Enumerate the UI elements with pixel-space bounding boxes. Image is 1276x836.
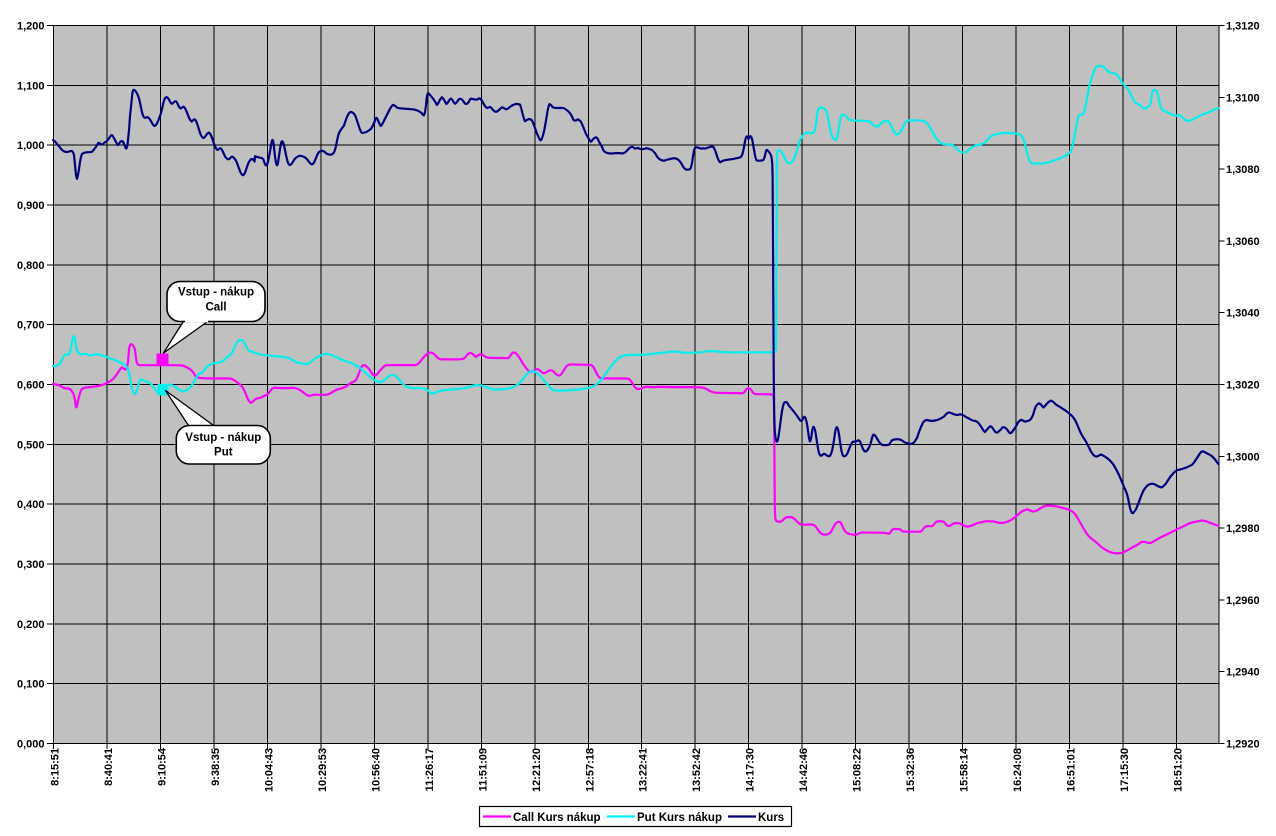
svg-text:12:57:18: 12:57:18 bbox=[584, 748, 596, 792]
svg-text:16:51:01: 16:51:01 bbox=[1066, 748, 1078, 792]
svg-text:10:56:40: 10:56:40 bbox=[370, 748, 382, 792]
svg-text:13:22:41: 13:22:41 bbox=[638, 748, 650, 792]
svg-text:11:51:09: 11:51:09 bbox=[477, 748, 489, 791]
svg-text:Kurs: Kurs bbox=[758, 812, 784, 824]
svg-text:13:52:42: 13:52:42 bbox=[691, 748, 703, 792]
svg-text:8:15:51: 8:15:51 bbox=[50, 748, 62, 786]
svg-text:18:51:20: 18:51:20 bbox=[1173, 748, 1185, 792]
svg-text:1,3080: 1,3080 bbox=[1226, 164, 1260, 176]
svg-text:9:38:35: 9:38:35 bbox=[210, 748, 222, 786]
svg-text:14:17:30: 14:17:30 bbox=[745, 748, 757, 792]
svg-text:1,3060: 1,3060 bbox=[1226, 236, 1260, 248]
svg-text:0,500: 0,500 bbox=[17, 439, 45, 451]
svg-text:0,000: 0,000 bbox=[17, 739, 45, 751]
svg-text:1,000: 1,000 bbox=[17, 140, 45, 152]
svg-text:Put Kurs nákup: Put Kurs nákup bbox=[637, 812, 722, 824]
svg-text:0,600: 0,600 bbox=[17, 380, 45, 392]
svg-text:15:08:22: 15:08:22 bbox=[852, 748, 864, 792]
svg-text:0,700: 0,700 bbox=[17, 320, 45, 332]
svg-text:0,800: 0,800 bbox=[17, 260, 45, 272]
svg-text:11:26:17: 11:26:17 bbox=[424, 748, 436, 791]
svg-text:Call Kurs nákup: Call Kurs nákup bbox=[513, 812, 601, 824]
svg-text:1,200: 1,200 bbox=[17, 21, 45, 33]
svg-text:1,3020: 1,3020 bbox=[1226, 380, 1260, 392]
svg-text:0,900: 0,900 bbox=[17, 200, 45, 212]
svg-text:0,100: 0,100 bbox=[17, 679, 45, 691]
svg-text:Put: Put bbox=[214, 447, 233, 459]
svg-text:1,100: 1,100 bbox=[17, 80, 45, 92]
svg-text:10:29:53: 10:29:53 bbox=[317, 748, 329, 792]
svg-text:15:58:14: 15:58:14 bbox=[959, 747, 971, 792]
svg-text:1,2920: 1,2920 bbox=[1226, 739, 1260, 751]
svg-text:15:32:36: 15:32:36 bbox=[905, 748, 917, 792]
svg-text:1,3120: 1,3120 bbox=[1226, 21, 1260, 33]
svg-text:Vstup - nákup: Vstup - nákup bbox=[185, 432, 261, 444]
svg-text:1,2960: 1,2960 bbox=[1226, 595, 1260, 607]
svg-text:0,400: 0,400 bbox=[17, 499, 45, 511]
svg-text:12:21:20: 12:21:20 bbox=[531, 748, 543, 792]
svg-text:1,2980: 1,2980 bbox=[1226, 523, 1260, 535]
svg-text:17:15:30: 17:15:30 bbox=[1119, 748, 1131, 792]
svg-text:10:04:43: 10:04:43 bbox=[263, 748, 275, 792]
svg-text:8:40:41: 8:40:41 bbox=[103, 748, 115, 786]
svg-text:0,200: 0,200 bbox=[17, 619, 45, 631]
svg-text:Call: Call bbox=[205, 302, 226, 314]
svg-text:1,3040: 1,3040 bbox=[1226, 308, 1260, 320]
svg-text:1,3100: 1,3100 bbox=[1226, 92, 1260, 104]
svg-text:9:10:54: 9:10:54 bbox=[157, 747, 169, 786]
svg-text:16:24:08: 16:24:08 bbox=[1012, 748, 1024, 792]
svg-text:1,3000: 1,3000 bbox=[1226, 451, 1260, 463]
svg-text:Vstup - nákup: Vstup - nákup bbox=[178, 287, 254, 299]
svg-text:1,2940: 1,2940 bbox=[1226, 667, 1260, 679]
svg-text:14:42:46: 14:42:46 bbox=[798, 748, 810, 792]
svg-text:0,300: 0,300 bbox=[17, 559, 45, 571]
